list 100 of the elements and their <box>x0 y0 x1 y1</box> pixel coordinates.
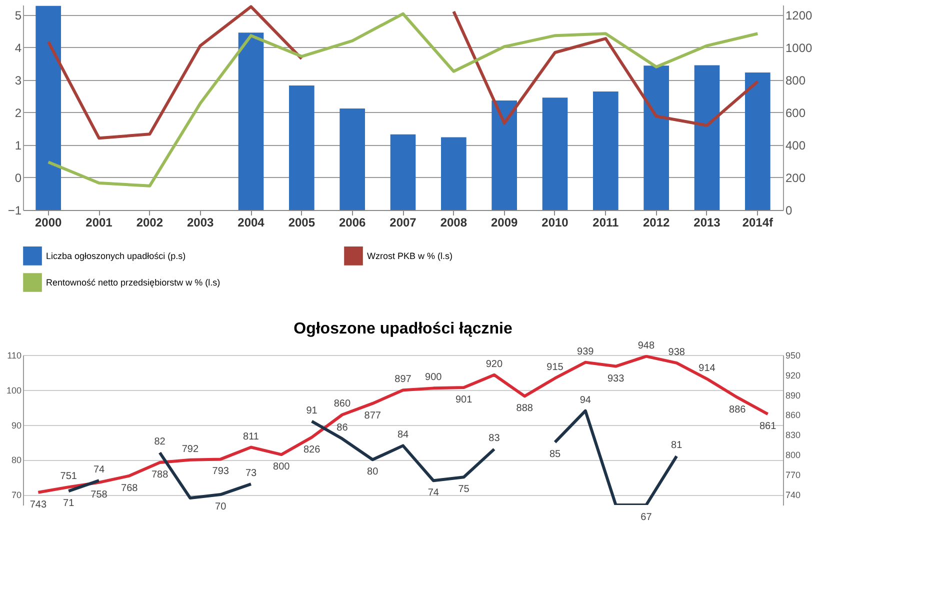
y-tick-label: 3 <box>14 73 22 88</box>
x-tick-label: 2010 <box>542 216 569 230</box>
data-label: 860 <box>334 398 351 410</box>
data-label: 70 <box>215 502 227 513</box>
x-tick-label: 2005 <box>288 216 316 230</box>
x-tick-label: 2002 <box>136 216 164 230</box>
data-label: 901 <box>455 394 473 406</box>
data-label: 80 <box>367 466 379 478</box>
data-label: 73 <box>245 468 257 480</box>
y-tick-label: 100 <box>6 385 22 396</box>
legend-label: Liczba ogłoszonych upadłości (p.s) <box>46 250 186 261</box>
data-label: 900 <box>425 372 442 384</box>
x-tick-label: 2014f <box>742 216 774 230</box>
y2-tick-label: 400 <box>786 138 806 152</box>
data-label: 84 <box>397 430 409 441</box>
data-label: 938 <box>668 346 686 358</box>
y-tick-label: 110 <box>7 350 22 360</box>
y2-tick-label: 860 <box>786 410 801 420</box>
bar <box>36 6 61 210</box>
data-label: 751 <box>60 471 78 482</box>
bar <box>289 86 314 210</box>
y2-tick-label: 950 <box>786 350 801 360</box>
legend-label: Rentowność netto przedsiębiorstw w % (l.s) <box>46 278 220 288</box>
data-label: 914 <box>698 362 716 374</box>
x-tick-label: 2001 <box>86 216 113 230</box>
bar <box>644 66 669 210</box>
data-label: 793 <box>212 466 230 478</box>
data-label: 94 <box>580 394 592 406</box>
data-label: 933 <box>607 373 625 384</box>
data-label: 83 <box>488 433 500 444</box>
y2-tick-label: 1200 <box>786 8 813 22</box>
y-tick-label: 2 <box>14 106 22 120</box>
data-label: 861 <box>759 421 777 432</box>
y2-tick-label: 200 <box>786 170 806 185</box>
x-tick-label: 2011 <box>592 216 620 230</box>
y2-tick-label: 600 <box>786 106 806 120</box>
bar <box>542 98 568 210</box>
data-label: 86 <box>336 422 348 434</box>
y-tick-label: 90 <box>11 420 22 430</box>
data-label: 67 <box>640 512 652 523</box>
bar <box>745 72 770 210</box>
y2-tick-label: 0 <box>786 204 792 218</box>
y-tick-label: −1 <box>8 204 22 218</box>
y-tick-label: 0 <box>14 170 22 185</box>
y2-tick-label: 920 <box>786 370 801 380</box>
x-tick-label: 2013 <box>694 216 721 230</box>
y2-tick-label: 830 <box>786 430 801 440</box>
y2-tick-label: 770 <box>786 470 801 480</box>
bar <box>593 92 618 210</box>
legend-label: Wzrost PKB w % (l.s) <box>367 250 453 261</box>
y2-tick-label: 890 <box>786 390 801 400</box>
data-label: 811 <box>243 431 260 442</box>
x-tick-label: 2004 <box>238 216 265 230</box>
x-tick-label: 2000 <box>34 216 62 230</box>
data-label: 768 <box>121 482 138 494</box>
bar <box>694 65 720 210</box>
data-label: 939 <box>577 346 594 358</box>
x-tick-label: 2012 <box>642 216 670 230</box>
x-tick-label: 2008 <box>440 216 468 230</box>
data-label: 82 <box>154 436 166 448</box>
y-tick-label: 70 <box>11 490 22 500</box>
data-label: 743 <box>30 499 47 510</box>
y-tick-label: 80 <box>11 455 22 466</box>
bar <box>238 32 264 210</box>
bar <box>441 137 466 210</box>
x-tick-label: 2006 <box>338 216 366 230</box>
y2-tick-label: 1000 <box>786 40 813 55</box>
bar <box>390 134 416 210</box>
bar <box>492 100 517 210</box>
data-label: 920 <box>486 358 503 370</box>
data-label: 826 <box>303 444 321 456</box>
line-series <box>46 12 760 188</box>
x-tick-label: 2003 <box>186 216 214 230</box>
x-tick-label: 2007 <box>390 216 417 230</box>
data-label: 915 <box>546 362 564 374</box>
data-label: 897 <box>394 374 412 386</box>
y2-tick-label: 800 <box>786 450 801 460</box>
data-label: 886 <box>729 404 746 416</box>
data-label: 788 <box>151 470 169 481</box>
y-tick-label: 1 <box>14 138 22 152</box>
y-tick-label: 5 <box>14 8 22 22</box>
data-label: 74 <box>428 488 440 499</box>
data-label: 75 <box>458 484 470 496</box>
chart-title: Ogłoszone upadłości łącznie <box>294 320 512 338</box>
data-label: 888 <box>516 403 534 414</box>
data-label: 800 <box>273 462 290 473</box>
x-tick-label: 2009 <box>490 216 518 230</box>
data-label: 81 <box>671 440 683 452</box>
bar <box>340 108 365 210</box>
y2-tick-label: 740 <box>786 490 801 500</box>
data-label: 71 <box>63 498 75 510</box>
y2-tick-label: 800 <box>786 73 806 88</box>
data-label: 948 <box>638 340 655 352</box>
data-label: 758 <box>90 489 108 500</box>
data-label: 91 <box>306 405 318 416</box>
data-label: 792 <box>182 444 199 455</box>
data-label: 85 <box>549 449 561 460</box>
data-label: 74 <box>93 464 105 476</box>
y-tick-label: 4 <box>14 40 22 55</box>
data-label: 877 <box>364 410 382 422</box>
